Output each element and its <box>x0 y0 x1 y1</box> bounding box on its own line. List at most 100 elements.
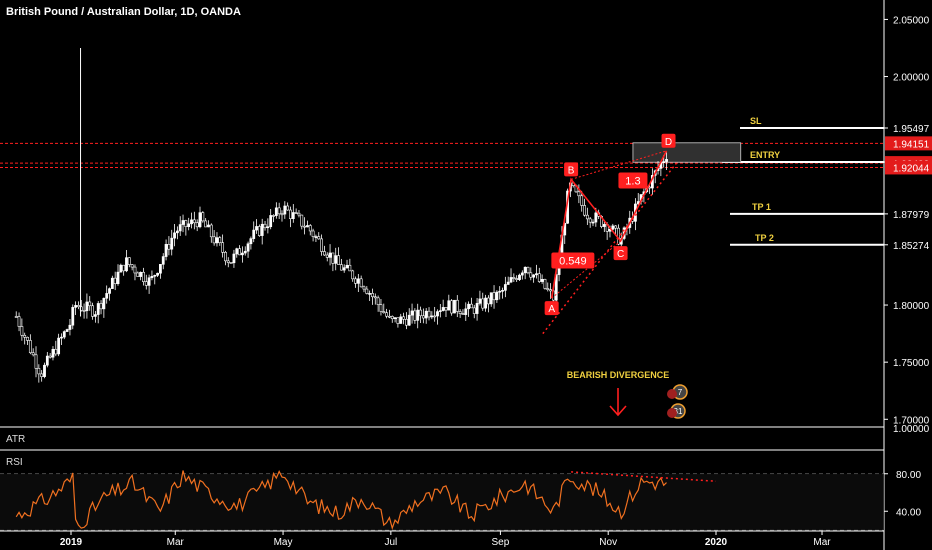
candle-body <box>48 355 52 358</box>
candle-body <box>580 195 584 206</box>
candle-body <box>577 191 581 197</box>
candle-body <box>283 205 287 215</box>
candle-body <box>85 301 89 312</box>
candle-body <box>342 267 346 271</box>
candle-body <box>402 316 405 320</box>
pattern-point-label: C <box>617 249 624 260</box>
candle-body <box>543 279 547 289</box>
candle-body <box>173 232 176 239</box>
price-tick-label: 2.00000 <box>893 73 930 84</box>
candle-body <box>498 290 502 293</box>
candle-body <box>339 264 343 271</box>
candle-body <box>444 307 448 311</box>
price-tag <box>885 136 932 151</box>
candle-body <box>416 309 420 321</box>
candle-body <box>289 209 292 219</box>
candle-body <box>529 272 533 278</box>
ratio-badge <box>551 252 595 269</box>
time-axis[interactable]: 2019 Mar May Jul Sep Nov 2020 Mar <box>60 531 831 548</box>
level-label: TP 1 <box>752 202 771 212</box>
candle-body <box>74 305 77 308</box>
candle-body <box>82 310 86 312</box>
candle-body <box>226 260 230 263</box>
candle-body <box>229 262 233 264</box>
candle-body <box>14 316 18 318</box>
level-label: SL <box>750 116 762 126</box>
event-badge-count: 7 <box>678 388 683 397</box>
candle-body <box>390 316 394 320</box>
gridlines <box>0 0 885 550</box>
candle-body <box>512 277 516 279</box>
candle-body <box>255 226 258 231</box>
candle-body <box>159 264 162 274</box>
candle-body <box>433 315 437 318</box>
candle-body <box>591 221 595 224</box>
price-tick-label: 1.80000 <box>893 301 930 312</box>
candle-body <box>503 284 507 291</box>
candle-body <box>424 310 428 319</box>
ratio-label: 1.3 <box>625 176 640 188</box>
candle-body <box>410 310 414 316</box>
candle-body <box>430 315 434 318</box>
candle-body <box>365 288 369 294</box>
candle-body <box>662 161 666 163</box>
price-axis[interactable]: 2.050002.000001.954971.925191.879791.852… <box>884 15 932 518</box>
candle-body <box>113 277 117 285</box>
candle-body <box>127 257 131 265</box>
candle-body <box>34 354 38 369</box>
candle-body <box>323 251 326 256</box>
candle-body <box>139 271 143 277</box>
candle-body <box>399 316 403 324</box>
candle-body <box>96 303 100 315</box>
candle-body <box>407 314 411 326</box>
candle-body <box>354 278 357 284</box>
candle-body <box>351 270 355 280</box>
candle-body <box>62 331 66 338</box>
candle-body <box>181 220 185 225</box>
candle-body <box>156 272 159 276</box>
pattern-point-label: D <box>665 137 672 148</box>
candle-body <box>150 275 154 279</box>
annotations: BEARISH DIVERGENCE 7 31 <box>567 370 688 419</box>
candle-body <box>438 310 442 312</box>
candle-body <box>585 214 589 220</box>
rsi-tick-label: 40.00 <box>896 507 921 518</box>
candle-body <box>379 304 383 312</box>
candle-body <box>300 214 304 227</box>
candle-body <box>470 303 473 309</box>
candle-body <box>20 326 24 336</box>
candle-body <box>376 297 380 305</box>
flag-icon <box>667 408 677 418</box>
candlesticks <box>14 47 668 383</box>
candle-body <box>441 307 445 311</box>
candle-body <box>421 315 425 319</box>
candle-body <box>31 352 35 356</box>
candle-body <box>243 250 247 254</box>
candle-body <box>184 220 188 228</box>
candle-body <box>99 303 103 310</box>
candle-body <box>170 237 174 250</box>
candle-body <box>447 300 451 311</box>
candle-body <box>602 224 606 227</box>
candle-body <box>195 222 199 228</box>
flag-icon <box>667 389 677 399</box>
candle-body <box>68 324 72 330</box>
candle-body <box>28 340 32 354</box>
candle-body <box>91 305 94 317</box>
pattern-point-marker <box>544 301 559 316</box>
candle-body <box>413 310 417 321</box>
candle-body <box>164 244 168 257</box>
rsi-panel <box>0 470 884 531</box>
candle-body <box>40 373 44 377</box>
candle-body <box>119 264 123 273</box>
candle-body <box>207 224 210 228</box>
pattern-point-marker <box>564 162 579 177</box>
candle-body <box>611 225 615 230</box>
time-tick-label: 2020 <box>705 537 728 548</box>
candle-body <box>308 225 312 232</box>
candle-body <box>472 307 476 314</box>
candle-body <box>549 289 552 292</box>
time-tick-label: Jul <box>384 537 397 548</box>
rsi-tick-label: 80.00 <box>896 470 921 481</box>
